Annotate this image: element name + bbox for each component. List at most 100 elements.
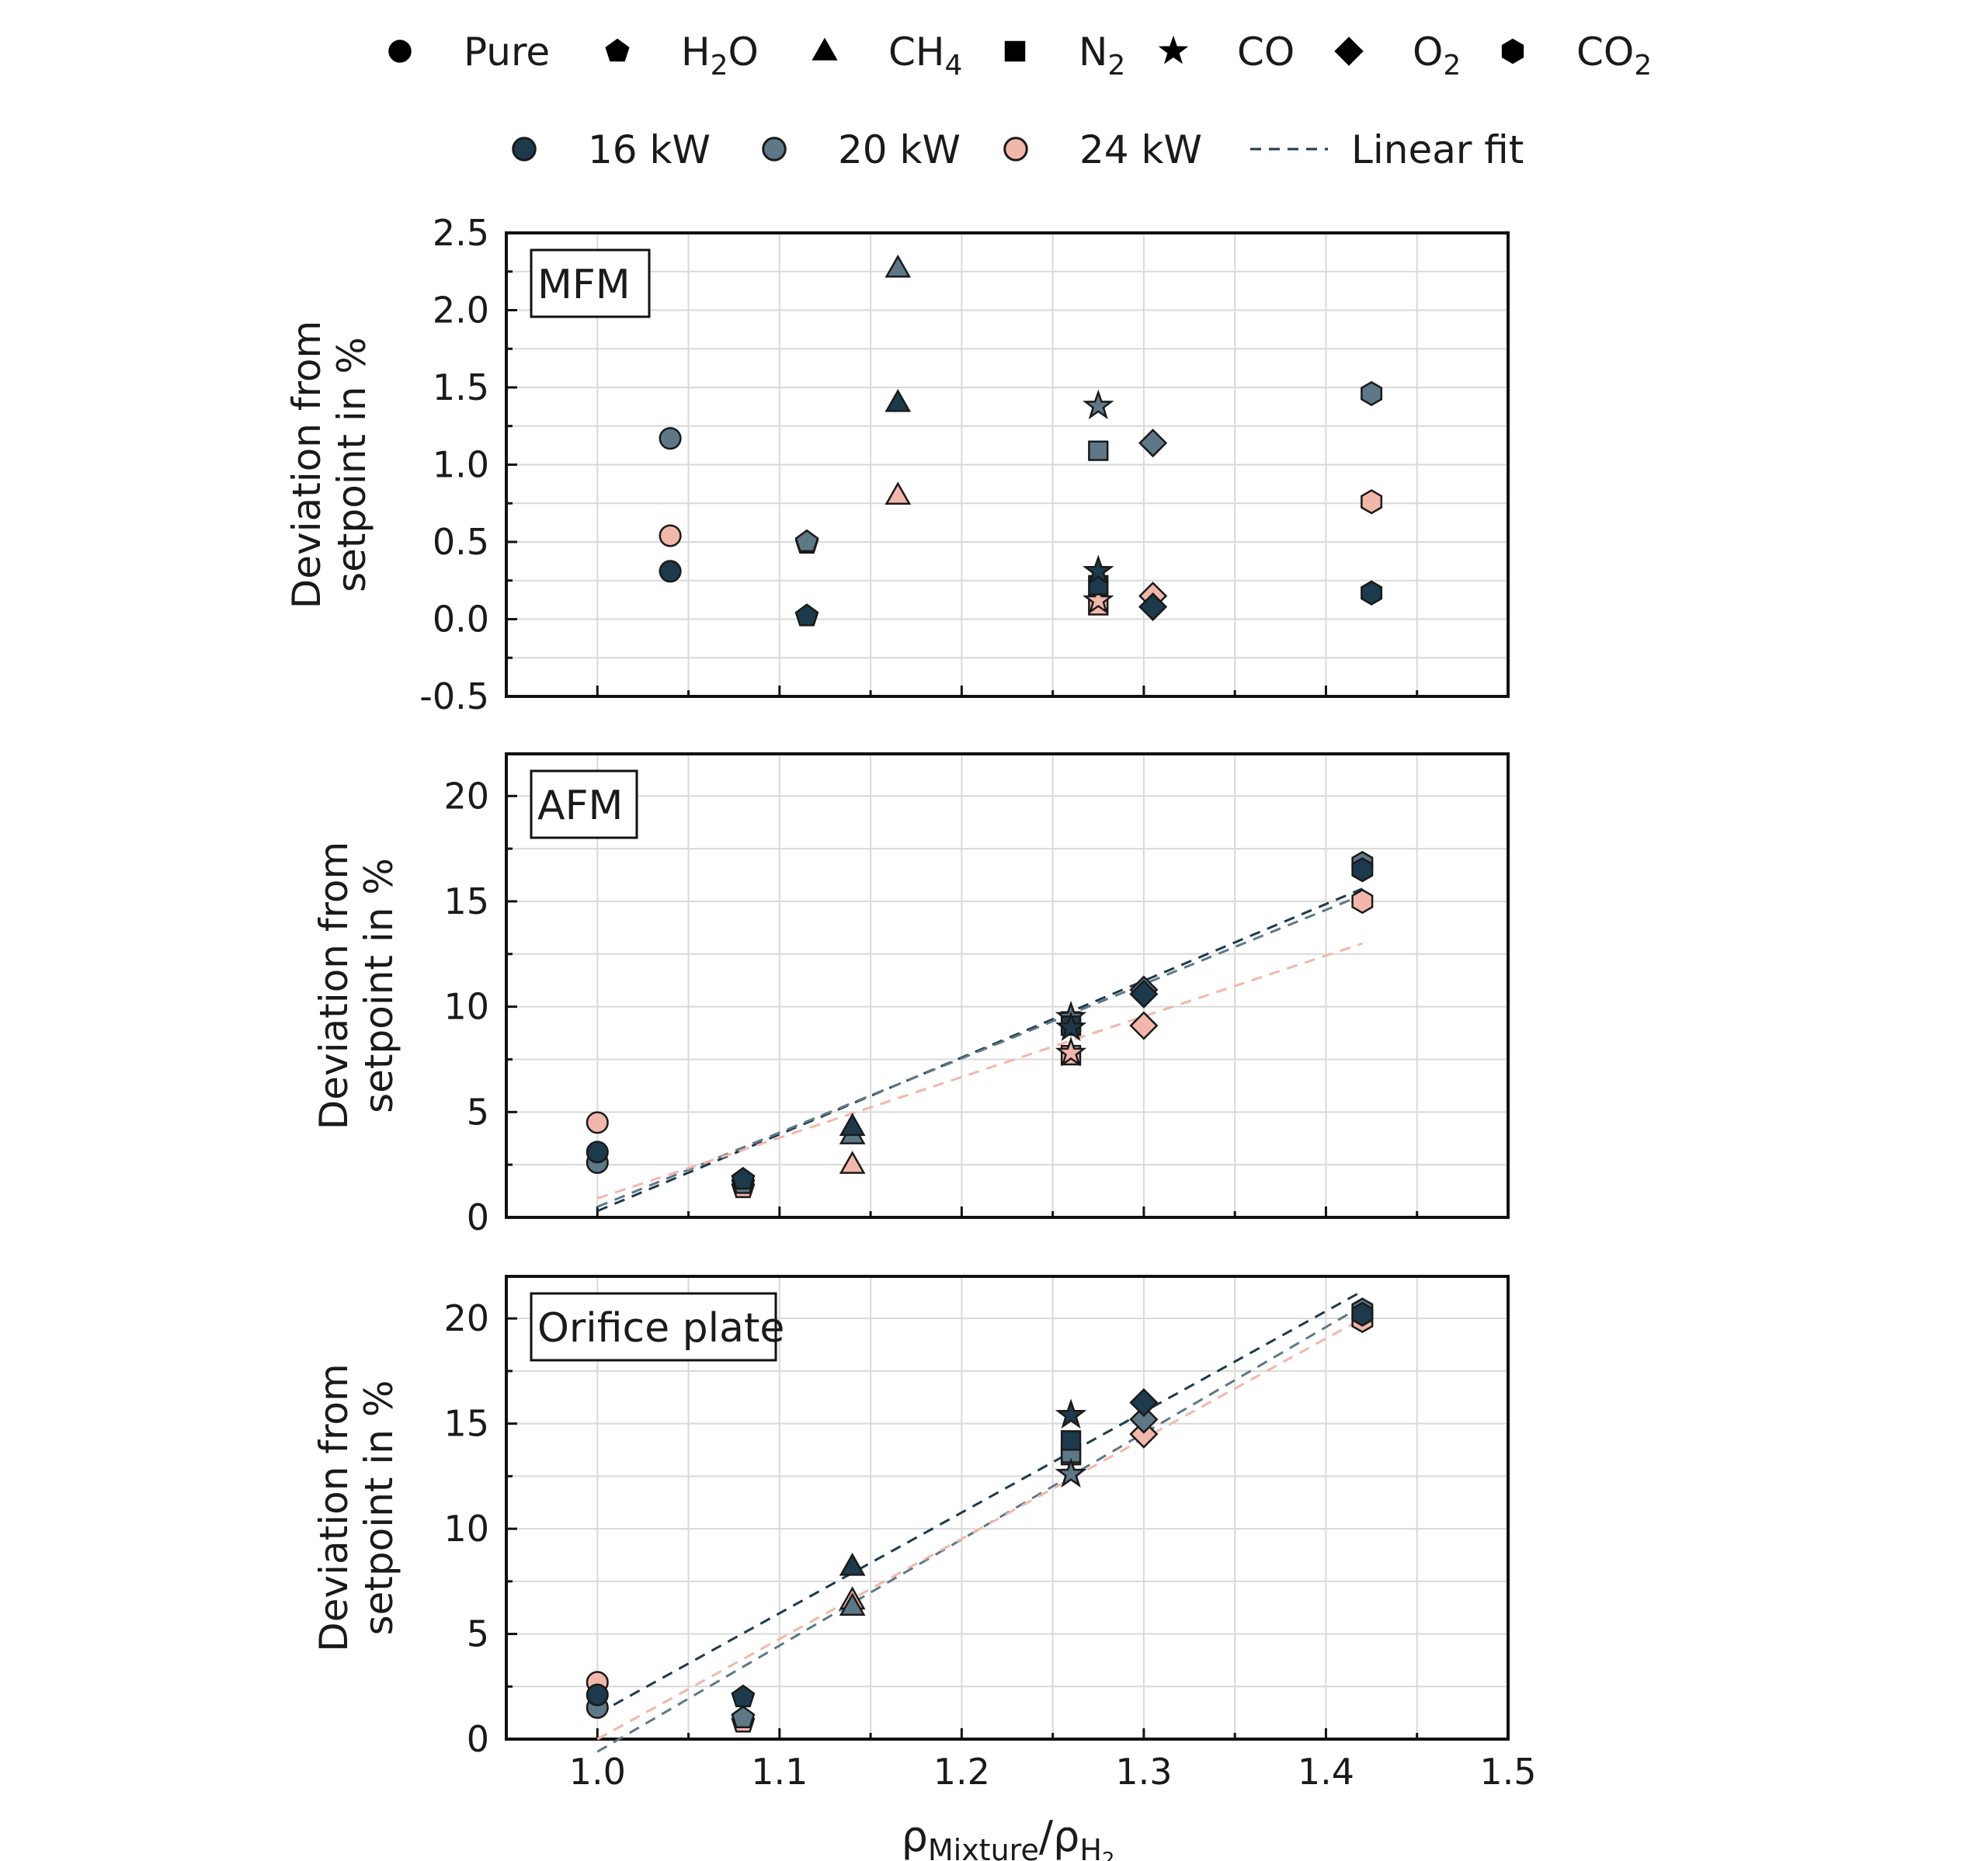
legend-label-fit: Linear fit [1351,127,1524,172]
legend-label-power: 20 kW [838,127,961,172]
panel-afm: 0 5 10 15 20 Deviation fromsetpoint in % AFM [311,752,1510,1238]
y-axis-label: Deviation fromsetpoint in % [284,321,374,609]
legend-power-row: 16 kW 20 kW 24 kW Linear fit [512,127,1524,172]
data-point-co2-16kw [1351,857,1374,883]
data-point-h2o-16kw [794,603,819,627]
data-point-co-16kw [1083,554,1114,585]
data-point-co-24kw [1055,1036,1087,1067]
y-tick-label: 0.0 [433,599,489,641]
y-axis-label: Deviation fromsetpoint in % [311,1363,401,1651]
panel-orifice-plate: 0 5 10 15 20 1.0 1.1 1.2 1.3 1.4 1.5 Deviation from… [311,1275,1537,1793]
y-axis-label: Deviation fromsetpoint in % [311,842,401,1130]
data-point-o2-20kw [1138,429,1168,458]
data-point-o2-20kw [1129,1404,1159,1434]
legend-gas-row: Pure H2O CH4 N2 CO O2 CO2 [388,30,1652,82]
legend-label-gas: N2 [1079,30,1125,82]
legend-marker-power [512,137,537,161]
data-point-o2-24kw [1129,1011,1159,1040]
data-point-pure-24kw [586,1111,609,1134]
data-point-co2-20kw [1361,380,1383,407]
fit-line-16kw [596,1290,1364,1715]
data-point-pure-24kw [659,524,682,547]
data-point-o2-24kw [1129,1419,1159,1449]
panel-label-box [530,769,638,839]
y-tick-label: 15 [443,1403,489,1445]
legend-marker-pentagon [605,38,630,62]
data-point-pure-16kw [659,560,682,583]
data-point-ch4-24kw [885,481,912,505]
data-point-pure-20kw [659,427,682,450]
y-tick-label: 0 [467,1718,489,1760]
legend-label-power: 24 kW [1079,127,1202,172]
panel-label-box [530,248,651,318]
legend-marker-power [762,137,787,161]
y-tick-label: 20 [443,1297,489,1339]
panel-label-box [530,1292,777,1362]
y-tick-label: 10 [443,986,489,1028]
y-tick-label: 10 [443,1508,489,1550]
y-tick-label: -0.5 [419,675,489,717]
data-point-h2o-16kw [731,1684,756,1707]
y-tick-label: 2.0 [433,290,489,332]
data-point-ch4-16kw [885,388,912,412]
data-point-o2-16kw [1129,979,1159,1009]
legend-label-gas: H2O [681,30,759,82]
x-tick-label: 1.4 [1298,1751,1354,1793]
panels: -0.5 0.0 0.5 1.0 1.5 2.0 2.5 Deviation fromsetp… [284,212,1537,1793]
legend-marker-hexagon [1501,38,1524,64]
data-point-co-24kw [1083,584,1114,614]
y-tick-label: 1.0 [433,444,489,486]
legend-marker-star [1158,35,1189,64]
data-point-co-16kw [1055,1011,1087,1042]
plot-frame [505,752,1510,1219]
data-point-pure-16kw [586,1141,609,1164]
legend-label-power: 16 kW [588,127,711,172]
panel-label: MFM [537,262,631,308]
legend-marker-square [1004,40,1026,62]
y-tick-label: 0.5 [433,521,489,563]
legend-label-gas: O2 [1413,30,1461,82]
data-point-ch4-16kw [839,1113,866,1137]
legend-marker-triangle [812,37,838,61]
legend-label-gas: CO2 [1576,30,1652,82]
x-tick-label: 1.3 [1115,1751,1172,1793]
data-point-co-20kw [1055,1457,1087,1488]
data-point-co2-16kw [1361,580,1383,606]
y-tick-label: 0 [467,1196,489,1238]
data-point-n2-20kw [1088,440,1109,461]
data-point-h2o-20kw [731,1705,756,1729]
y-tick-label: 2.5 [433,212,489,254]
y-tick-label: 15 [443,880,489,922]
data-point-n2-16kw [1060,1430,1082,1451]
data-point-ch4-20kw [885,254,912,278]
data-point-co2-24kw [1361,489,1383,515]
legend-marker-diamond [1334,36,1364,66]
data-point-co-20kw [1083,389,1114,420]
legend-marker-power [1003,137,1028,161]
data-point-ch4-16kw [839,1552,866,1576]
data-point-co-16kw [1055,1398,1087,1429]
x-tick-label: 1.5 [1479,1751,1536,1793]
legend-label-gas: CO [1237,30,1295,75]
data-point-o2-16kw [1129,1387,1159,1418]
data-point-o2-16kw [1138,592,1168,622]
data-point-co2-24kw [1351,888,1374,915]
data-point-ch4-20kw [839,1592,866,1616]
panel-label: Orifice plate [537,1305,784,1352]
legend-label-gas: Pure [464,30,550,75]
y-tick-label: 5 [467,1613,489,1655]
fit-line-24kw [596,1317,1364,1741]
data-point-pure-16kw [586,1683,609,1706]
data-point-co2-16kw [1351,1301,1374,1327]
plot-frame [505,1275,1510,1741]
x-tick-label: 1.0 [569,1751,626,1793]
x-tick-label: 1.2 [933,1751,990,1793]
data-point-h2o-16kw [731,1166,756,1190]
y-tick-label: 1.5 [433,366,489,408]
panel-label: AFM [537,783,623,829]
x-axis-label-text: ρMixture/ρH2 [902,1812,1115,1861]
data-point-ch4-24kw [839,1151,866,1174]
x-tick-label: 1.1 [751,1751,808,1793]
panel-mfm: -0.5 0.0 0.5 1.0 1.5 2.0 2.5 Deviation fromsetp… [284,212,1510,717]
